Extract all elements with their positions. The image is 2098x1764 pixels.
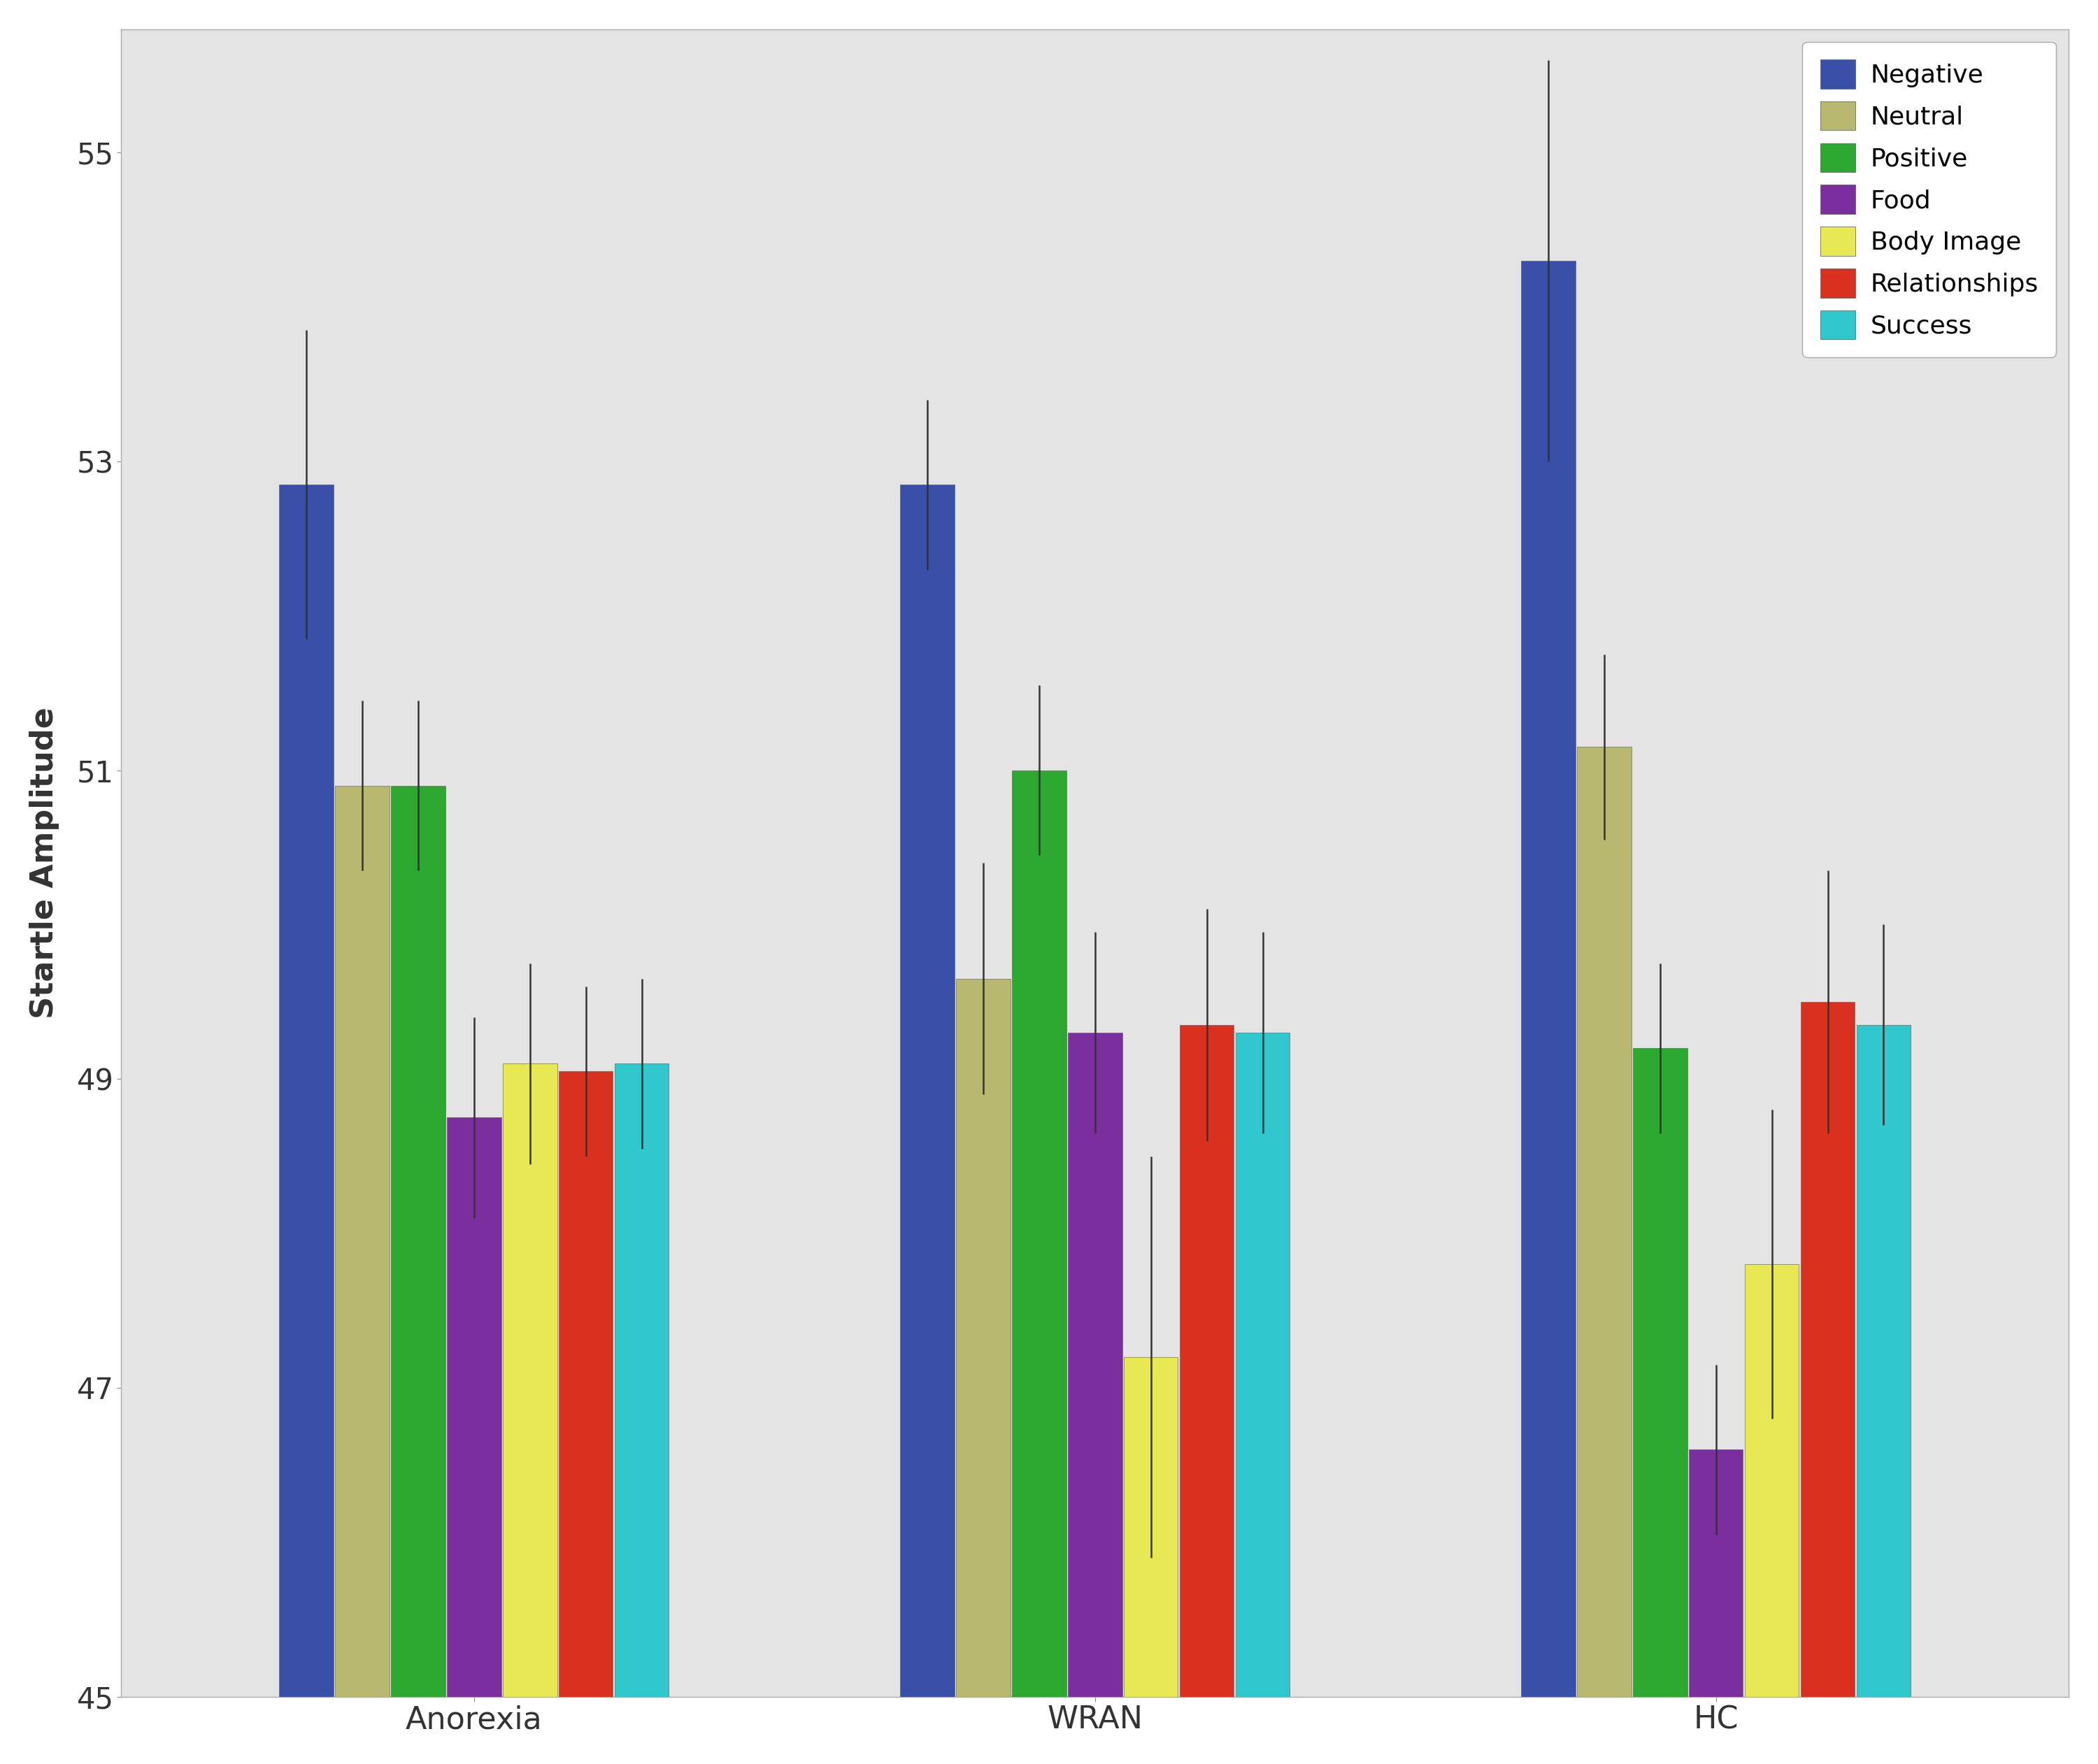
Bar [1179, 1025, 1234, 1697]
Bar [1125, 1357, 1177, 1697]
Bar [615, 1064, 669, 1697]
Bar [447, 1118, 501, 1697]
Bar [1236, 1032, 1290, 1697]
Bar [1632, 1048, 1687, 1697]
Bar [1011, 771, 1066, 1697]
Legend: Negative, Neutral, Positive, Food, Body Image, Relationships, Success: Negative, Neutral, Positive, Food, Body … [1802, 42, 2056, 356]
Bar [390, 785, 445, 1697]
Bar [900, 485, 955, 1697]
Bar [504, 1064, 558, 1697]
Bar [1746, 1265, 1798, 1697]
Bar [957, 979, 1011, 1697]
Bar [1800, 1002, 1855, 1697]
Bar [1857, 1025, 1911, 1697]
Bar [336, 785, 390, 1697]
Y-axis label: Startle Amplitude: Startle Amplitude [29, 707, 59, 1018]
Bar [1521, 261, 1576, 1697]
Bar [279, 485, 334, 1697]
Bar [558, 1071, 613, 1697]
Bar [1689, 1450, 1743, 1697]
Bar [1578, 746, 1632, 1697]
Bar [1068, 1032, 1122, 1697]
